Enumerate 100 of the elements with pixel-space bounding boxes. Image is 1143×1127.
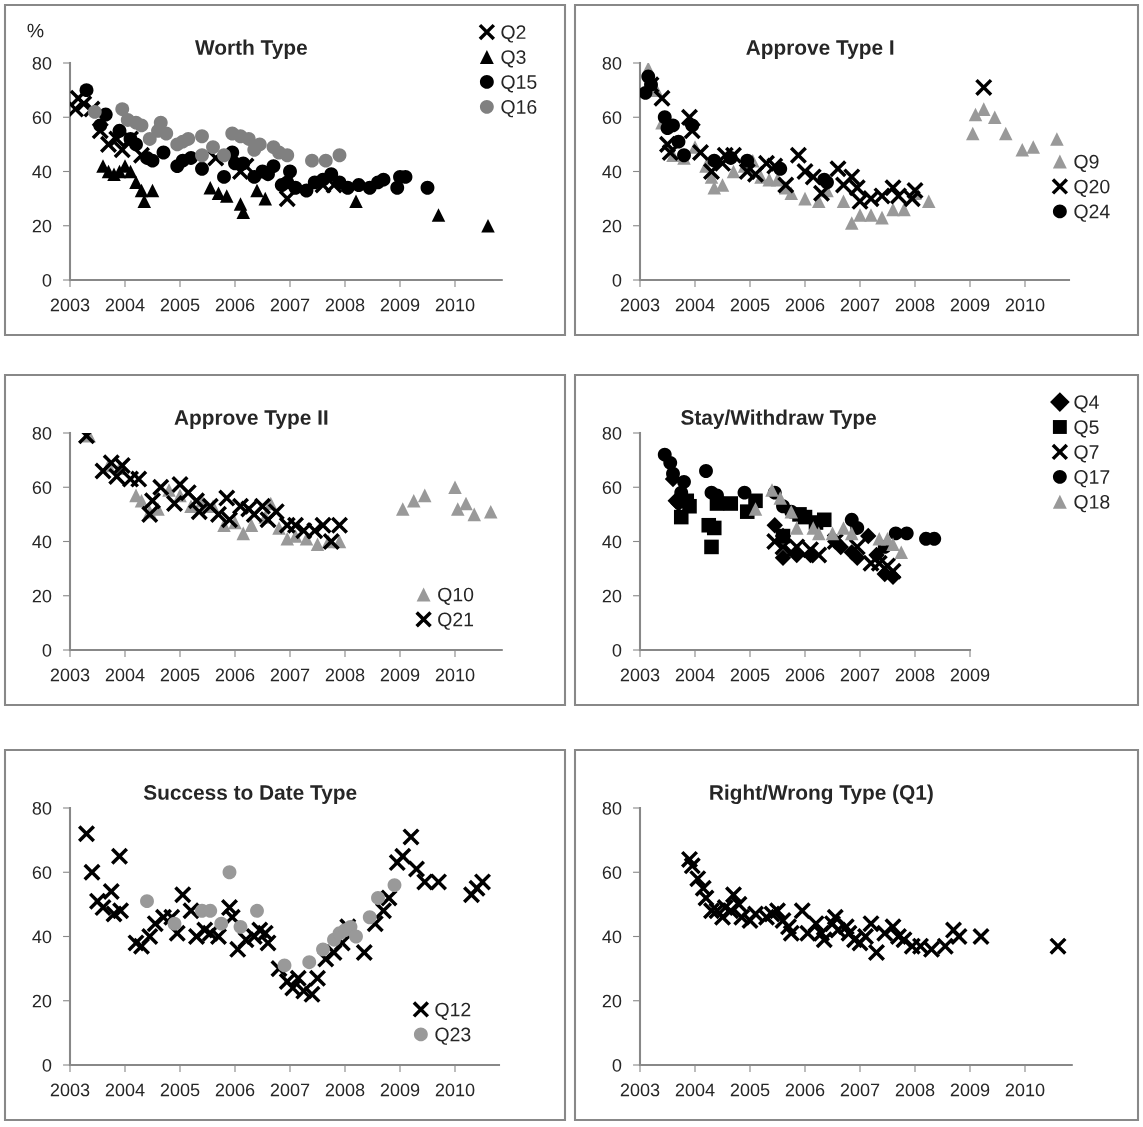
x-tick-label: 2006	[215, 668, 255, 682]
legend-label: Q15	[501, 75, 537, 93]
x-tick-label: 2007	[270, 1083, 310, 1097]
x-tick-label: 2004	[105, 298, 145, 312]
y-tick-label: 20	[32, 589, 52, 603]
y-tick-label: 80	[32, 56, 52, 70]
chart-title: Success to Date Type	[143, 785, 357, 804]
x-tick-label: 2008	[325, 298, 365, 312]
legend-label: Q7	[1074, 445, 1099, 463]
legend-label: Q12	[435, 1002, 471, 1020]
x-tick-label: 2004	[675, 1083, 715, 1097]
x-tick-label: 2009	[950, 298, 990, 312]
y-tick-label: 0	[42, 1058, 52, 1072]
legend-label: Q21	[438, 612, 474, 630]
legend-label: Q5	[1074, 420, 1099, 438]
y-tick-label: 60	[602, 481, 622, 494]
y-tick-label: 60	[602, 866, 622, 879]
x-tick-label: 2010	[435, 1083, 475, 1097]
x-tick-label: 2009	[380, 1083, 420, 1097]
x-tick-label: 2005	[160, 298, 200, 312]
x-tick-label: 2003	[620, 1083, 660, 1097]
x-tick-label: 2005	[730, 298, 770, 312]
legend-label: Q9	[1074, 154, 1099, 172]
x-tick-label: 2003	[50, 1083, 90, 1097]
legend-label: Q20	[1074, 179, 1110, 197]
y-tick-label: 0	[42, 643, 52, 657]
x-tick-label: 2006	[215, 298, 255, 312]
y-tick-label: 80	[32, 801, 52, 815]
y-tick-label: 40	[602, 165, 622, 179]
x-tick-label: 2007	[840, 298, 880, 312]
x-tick-label: 2007	[840, 668, 880, 682]
x-tick-label: 2005	[160, 1083, 200, 1097]
y-tick-label: 0	[42, 273, 52, 287]
y-tick-label: 80	[602, 56, 622, 70]
legend-label: Q3	[501, 50, 526, 68]
x-tick-label: 2004	[675, 668, 715, 682]
y-tick-label: 0	[612, 273, 622, 287]
x-tick-label: 2006	[215, 1083, 255, 1097]
x-tick-label: 2004	[675, 298, 715, 312]
legend-label: Q18	[1074, 495, 1110, 513]
y-tick-label: 20	[602, 994, 622, 1008]
x-tick-label: 2004	[105, 668, 145, 682]
x-tick-label: 2009	[950, 1083, 990, 1097]
x-tick-label: 2003	[50, 668, 90, 682]
x-tick-label: 2008	[325, 668, 365, 682]
x-tick-label: 2009	[380, 668, 420, 682]
x-tick-label: 2008	[895, 1083, 935, 1097]
legend-label: Q4	[1074, 395, 1099, 413]
x-tick-label: 2005	[730, 1083, 770, 1097]
x-tick-label: 2006	[785, 668, 825, 682]
legend-label: Q16	[501, 100, 537, 118]
y-tick-label: 40	[32, 165, 52, 179]
x-tick-label: 2008	[325, 1083, 365, 1097]
x-tick-label: 2007	[270, 668, 310, 682]
chart-title: Worth Type	[195, 39, 307, 59]
x-tick-label: 2010	[1005, 298, 1045, 312]
y-tick-label: 80	[602, 426, 622, 440]
legend-label: Q17	[1074, 470, 1110, 488]
y-tick-label: 80	[602, 801, 622, 815]
x-tick-label: 2010	[1005, 1083, 1045, 1097]
x-tick-label: 2003	[50, 298, 90, 312]
x-tick-label: 2005	[730, 668, 770, 682]
x-tick-label: 2008	[895, 668, 935, 682]
y-axis-title: %	[27, 23, 44, 38]
y-tick-label: 20	[602, 589, 622, 603]
y-tick-label: 0	[612, 643, 622, 657]
x-tick-label: 2005	[160, 668, 200, 682]
x-tick-label: 2009	[380, 298, 420, 312]
x-tick-label: 2007	[840, 1083, 880, 1097]
x-tick-label: 2010	[435, 668, 475, 682]
y-tick-label: 20	[602, 219, 622, 233]
x-tick-label: 2007	[270, 298, 310, 312]
chart-title: Stay/Withdraw Type	[681, 409, 877, 429]
y-tick-label: 40	[602, 535, 622, 549]
y-tick-label: 80	[32, 426, 52, 440]
chart-title: Approve Type I	[746, 40, 894, 59]
y-tick-label: 20	[32, 994, 52, 1008]
legend-label: Q24	[1074, 204, 1110, 222]
chart-title: Right/Wrong Type (Q1)	[710, 784, 933, 805]
y-tick-label: 40	[32, 930, 52, 944]
y-tick-label: 60	[32, 866, 52, 879]
y-tick-label: 60	[32, 481, 52, 494]
x-tick-label: 2003	[620, 298, 660, 312]
y-tick-label: 60	[32, 111, 52, 124]
y-tick-label: 40	[602, 930, 622, 944]
x-tick-label: 2010	[435, 298, 475, 312]
legend-label: Q23	[435, 1027, 471, 1045]
y-tick-label: 40	[32, 535, 52, 549]
legend-label: Q2	[501, 25, 526, 43]
legend-label: Q10	[438, 587, 474, 605]
y-tick-label: 20	[32, 219, 52, 233]
x-tick-label: 2003	[620, 668, 660, 682]
x-tick-label: 2009	[950, 668, 990, 682]
y-tick-label: 0	[612, 1058, 622, 1072]
x-tick-label: 2006	[785, 1083, 825, 1097]
x-tick-label: 2006	[785, 298, 825, 312]
y-tick-label: 60	[602, 111, 622, 124]
chart-title: Approve Type II	[174, 410, 328, 429]
x-tick-label: 2004	[105, 1083, 145, 1097]
x-tick-label: 2008	[895, 298, 935, 312]
